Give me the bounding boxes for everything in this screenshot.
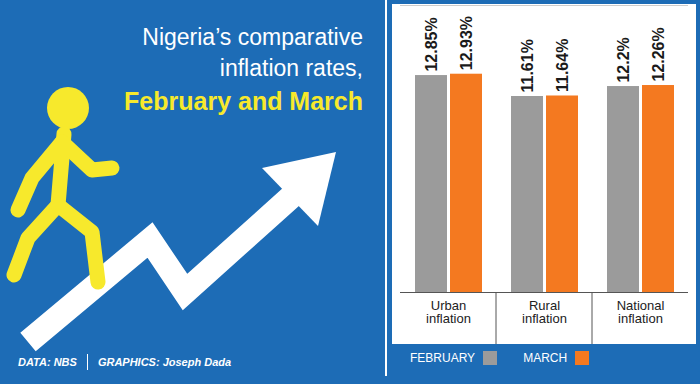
- svg-text:12.93%: 12.93%: [458, 16, 475, 70]
- svg-text:Nationalinflation: Nationalinflation: [617, 298, 665, 326]
- svg-text:Ruralinflation: Ruralinflation: [522, 298, 567, 326]
- svg-text:12.26%: 12.26%: [650, 27, 667, 81]
- html-text:DATA: NBS: DATA: NBS: [18, 356, 77, 368]
- html-text:February and March: February and March: [124, 87, 363, 115]
- html-text:GRAPHICS: Joseph Dada: GRAPHICS: Joseph Dada: [97, 356, 232, 368]
- html-text:MARCH: MARCH: [523, 351, 568, 365]
- html-text:Nigeria’s comparative inflatio: Nigeria’s comparative inflation rates,: [142, 24, 363, 81]
- svg-text:12.85%: 12.85%: [423, 17, 440, 71]
- svg-text:12.2%: 12.2%: [615, 37, 632, 82]
- svg-text:11.61%: 11.61%: [519, 39, 536, 92]
- svg-text:11.64%: 11.64%: [554, 39, 571, 92]
- svg-text:Urbaninflation: Urbaninflation: [426, 298, 471, 326]
- html-text:FEBRUARY: FEBRUARY: [410, 351, 476, 365]
